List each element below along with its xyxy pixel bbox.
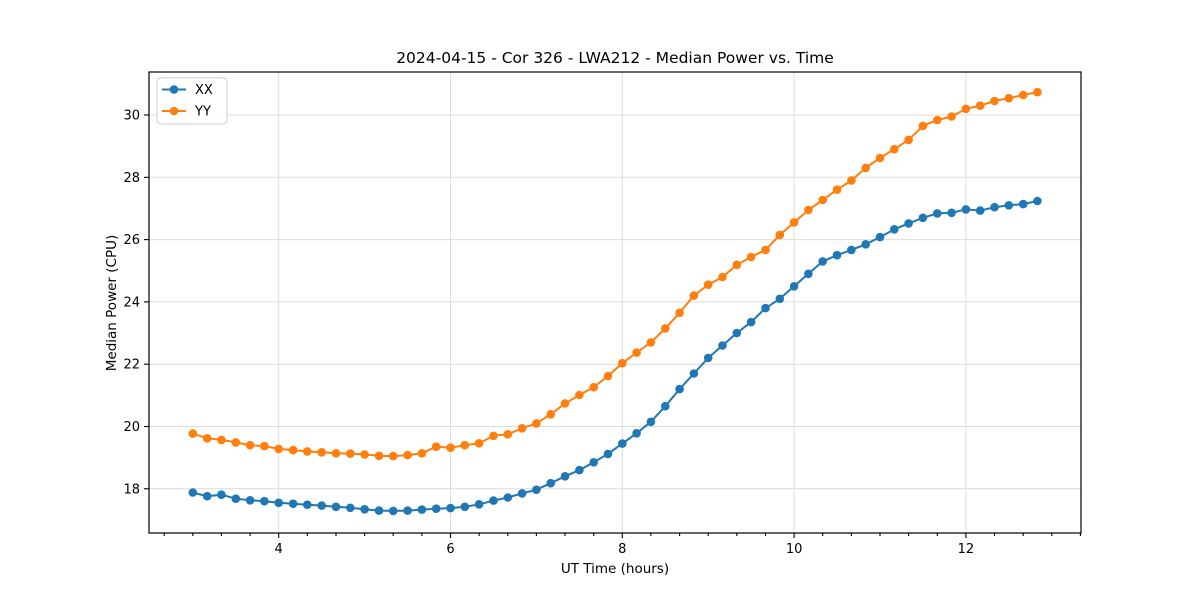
axis-ticks — [144, 114, 1081, 538]
series-xx-markers — [188, 196, 1042, 516]
x-axis-label: UT Time (hours) — [560, 561, 670, 577]
x-tick-label: 4 — [275, 542, 283, 557]
y-tick-label: 20 — [123, 420, 140, 435]
y-tick-label: 24 — [123, 295, 140, 310]
legend-entry-xx: XX — [162, 83, 213, 98]
y-axis-label: Median Power (CPU) — [104, 234, 120, 372]
y-tick-label: 30 — [123, 109, 140, 124]
x-tick-label: 6 — [446, 542, 454, 557]
legend-entry-yy: YY — [162, 105, 211, 120]
plot-area — [149, 72, 1081, 533]
y-tick-label: 26 — [123, 233, 140, 248]
legend-marker-icon — [169, 85, 179, 94]
y-tick-label: 22 — [123, 358, 140, 373]
x-tick-label: 12 — [958, 542, 975, 557]
axes-border — [148, 71, 1082, 534]
legend-box — [156, 77, 228, 125]
legend-label: YY — [194, 105, 211, 120]
legend-label: XX — [195, 83, 213, 98]
x-tick-label: 10 — [786, 542, 803, 557]
y-tick-label: 18 — [123, 482, 140, 497]
chart-title: 2024-04-15 - Cor 326 - LWA212 - Median P… — [396, 49, 834, 67]
gridlines — [149, 72, 1081, 533]
series-yy-markers — [188, 87, 1042, 461]
x-tick-label: 8 — [618, 542, 626, 557]
legend-marker-icon — [169, 106, 179, 116]
y-tick-label: 28 — [123, 171, 140, 186]
